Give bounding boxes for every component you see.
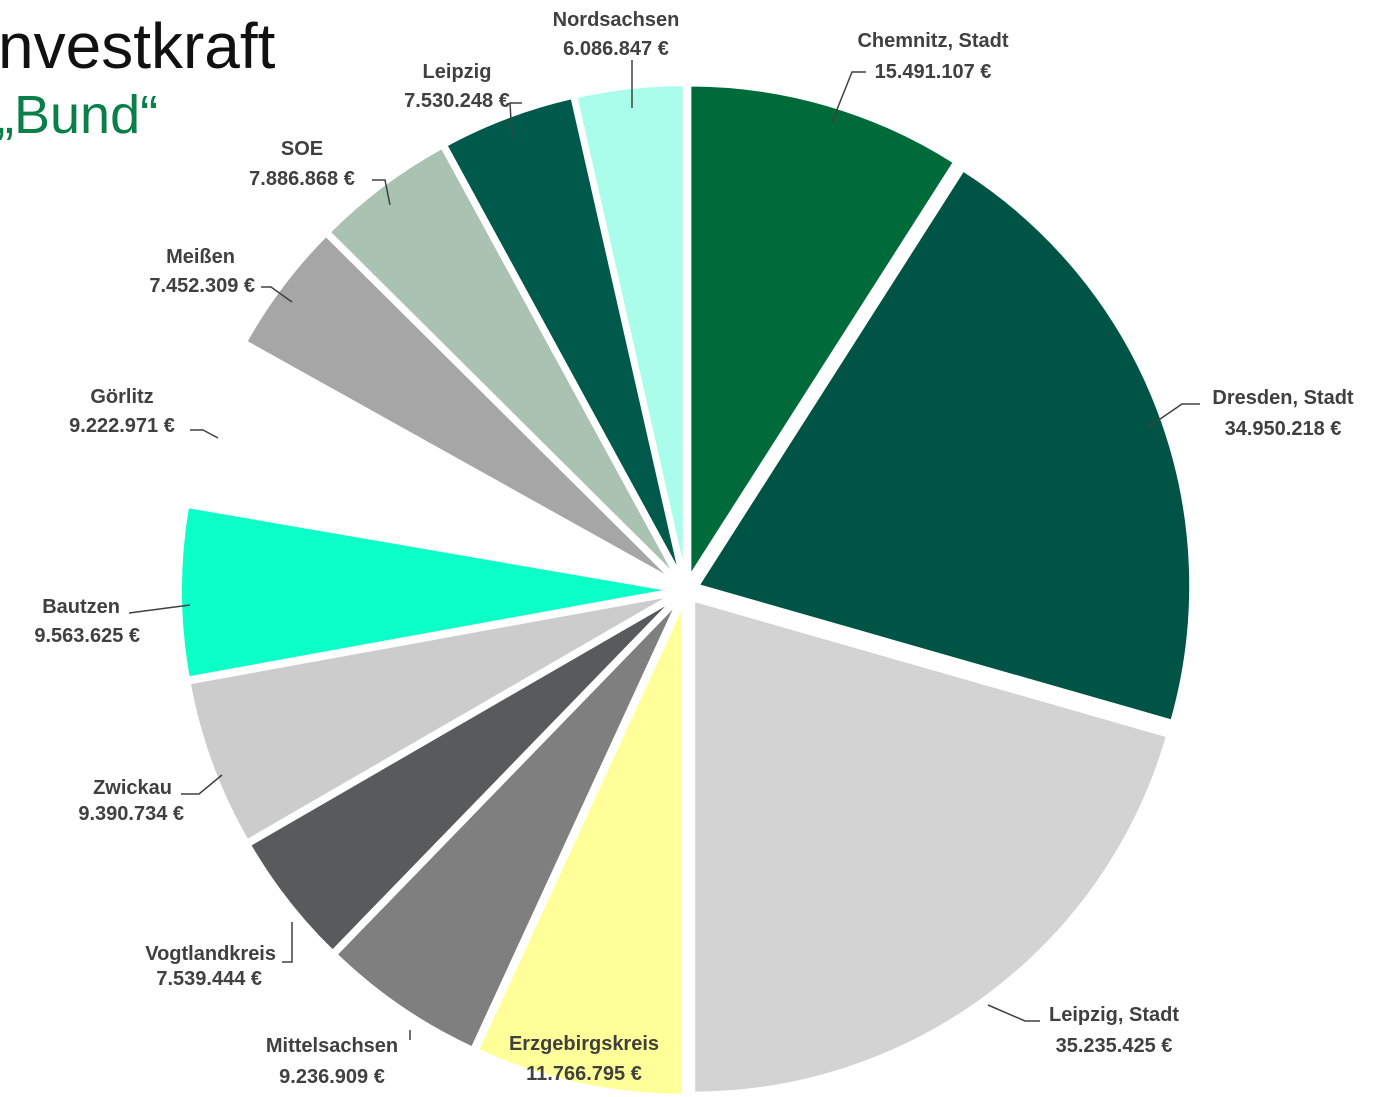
slice-value-label: 9.563.625 € bbox=[34, 625, 140, 647]
leader-line-leipzig-stadt bbox=[987, 1004, 1040, 1022]
leader-line-soe bbox=[372, 179, 391, 206]
slice-vogtlandkreis bbox=[246, 595, 679, 954]
slice-value-label: 7.530.248 € bbox=[404, 90, 510, 112]
slice-leipzig bbox=[443, 95, 684, 581]
slice-name-label: Nordsachsen bbox=[553, 9, 680, 31]
slice-meissen bbox=[243, 232, 679, 585]
slice-name-label: SOE bbox=[281, 138, 323, 160]
slice-value-label: 11.766.795 € bbox=[526, 1063, 642, 1085]
slice-name-label: Chemnitz, Stadt bbox=[857, 30, 1008, 52]
slice-chemnitz-stadt bbox=[687, 82, 958, 581]
leader-line-zwickau bbox=[181, 774, 223, 795]
pie-slices bbox=[178, 82, 1194, 1097]
slice-value-label: 9.390.734 € bbox=[78, 803, 184, 825]
slice-name-label: Zwickau bbox=[93, 777, 172, 799]
leader-line-dresden-stadt bbox=[1146, 403, 1200, 429]
page-title: nvestkraft bbox=[0, 10, 276, 82]
leader-line-vogtlandkreis bbox=[282, 922, 293, 963]
slice-value-label: 7.539.444 € bbox=[156, 968, 262, 990]
leader-line-meissen bbox=[261, 286, 293, 303]
slice-name-label: Bautzen bbox=[42, 596, 120, 618]
slice-value-label: 9.222.971 € bbox=[69, 415, 175, 437]
slice-name-label: Mittelsachsen bbox=[266, 1035, 398, 1057]
slice-value-label: 15.491.107 € bbox=[875, 61, 992, 83]
slice-labels: Chemnitz, Stadt 15.491.107 € Dresden, Stad… bbox=[34, 9, 1354, 1088]
slice-name-label: Meißen bbox=[166, 246, 235, 268]
slice-mittelsachsen bbox=[333, 597, 682, 1051]
slice-name-label: Dresden, Stadt bbox=[1212, 387, 1353, 409]
leader-lines bbox=[128, 60, 1200, 1040]
slice-value-label: 35.235.425 € bbox=[1056, 1035, 1173, 1057]
slice-value-label: 7.452.309 € bbox=[149, 275, 255, 297]
slice-name-label: Leipzig bbox=[423, 61, 492, 83]
slice-erzgebirgskreis bbox=[474, 599, 686, 1097]
slice-leipzig-stadt bbox=[691, 597, 1171, 1096]
slice-name-label: Leipzig, Stadt bbox=[1049, 1004, 1179, 1026]
slice-nordsachsen bbox=[573, 82, 687, 581]
slice-name-label: Görlitz bbox=[90, 386, 153, 408]
slice-soe bbox=[326, 144, 681, 583]
slice-value-label: 6.086.847 € bbox=[563, 38, 669, 60]
slice-value-label: 9.236.909 € bbox=[279, 1066, 385, 1088]
slice-value-label: 34.950.218 € bbox=[1225, 418, 1342, 440]
leader-line-chemnitz-stadt bbox=[831, 71, 866, 123]
leader-line-bautzen bbox=[128, 604, 191, 614]
slice-zwickau bbox=[186, 592, 677, 844]
leader-line-goerlitz bbox=[190, 429, 219, 439]
slice-goerlitz bbox=[185, 343, 677, 588]
slice-dresden-stadt bbox=[695, 167, 1194, 724]
slice-name-label: Erzgebirgskreis bbox=[509, 1033, 659, 1055]
slice-bautzen bbox=[178, 504, 676, 681]
slice-name-label: Vogtlandkreis bbox=[145, 943, 276, 965]
slice-value-label: 7.886.868 € bbox=[249, 168, 355, 190]
leader-line-leipzig bbox=[509, 102, 522, 139]
page-subtitle: „Bund“ bbox=[0, 85, 159, 145]
